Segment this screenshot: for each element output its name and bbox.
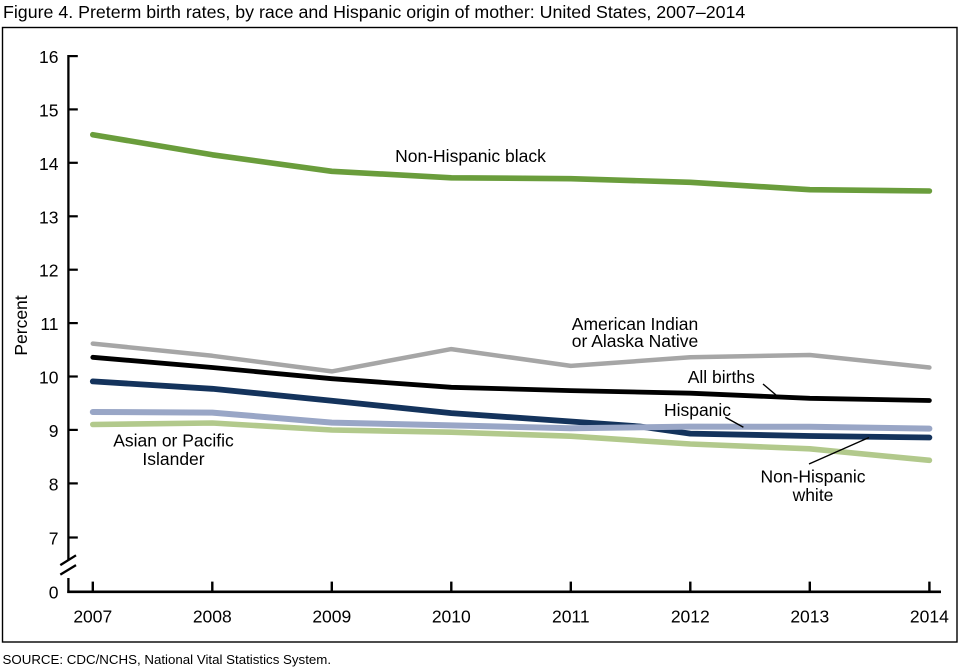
svg-text:American Indian: American Indian <box>572 314 698 334</box>
svg-text:Asian or Pacific: Asian or Pacific <box>113 431 234 451</box>
svg-text:2013: 2013 <box>790 607 829 627</box>
svg-text:2008: 2008 <box>193 607 232 627</box>
svg-text:12: 12 <box>39 261 58 281</box>
svg-text:10: 10 <box>39 368 59 388</box>
svg-text:or Alaska Native: or Alaska Native <box>572 331 698 351</box>
svg-text:SOURCE: CDC/NCHS, National Vit: SOURCE: CDC/NCHS, National Vital Statist… <box>3 652 332 667</box>
svg-text:2014: 2014 <box>910 607 949 627</box>
svg-text:white: white <box>792 485 834 505</box>
svg-text:8: 8 <box>49 474 59 494</box>
svg-text:15: 15 <box>39 100 58 120</box>
svg-text:9: 9 <box>49 421 59 441</box>
svg-text:Non-Hispanic: Non-Hispanic <box>760 467 865 487</box>
svg-text:16: 16 <box>39 47 58 67</box>
svg-text:2012: 2012 <box>671 607 710 627</box>
svg-text:Percent: Percent <box>11 295 31 355</box>
svg-text:All births: All births <box>688 367 755 387</box>
svg-text:11: 11 <box>40 314 58 334</box>
svg-text:Hispanic: Hispanic <box>664 400 731 420</box>
svg-text:2010: 2010 <box>432 607 471 627</box>
svg-text:Islander: Islander <box>142 449 204 469</box>
svg-text:2009: 2009 <box>312 607 351 627</box>
svg-text:2011: 2011 <box>552 607 590 627</box>
svg-text:Figure 4. Preterm birth rates,: Figure 4. Preterm birth rates, by race a… <box>3 2 745 22</box>
svg-text:2007: 2007 <box>73 607 112 627</box>
svg-text:Non-Hispanic black: Non-Hispanic black <box>395 146 546 166</box>
svg-text:13: 13 <box>39 207 58 227</box>
svg-text:7: 7 <box>49 529 59 549</box>
svg-text:0: 0 <box>49 582 59 602</box>
svg-text:14: 14 <box>39 154 59 174</box>
